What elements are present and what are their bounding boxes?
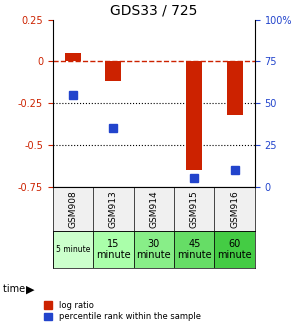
Text: GSM914: GSM914 bbox=[149, 190, 158, 228]
Title: GDS33 / 725: GDS33 / 725 bbox=[110, 3, 197, 17]
Bar bbox=[65, 53, 81, 61]
Text: 30
minute: 30 minute bbox=[137, 239, 171, 260]
Legend: log ratio, percentile rank within the sample: log ratio, percentile rank within the sa… bbox=[42, 299, 202, 323]
FancyBboxPatch shape bbox=[53, 231, 93, 268]
Text: GSM916: GSM916 bbox=[230, 190, 239, 228]
Text: ▶: ▶ bbox=[26, 284, 35, 294]
FancyBboxPatch shape bbox=[174, 231, 214, 268]
Text: 60
minute: 60 minute bbox=[217, 239, 252, 260]
Bar bbox=[186, 61, 202, 170]
Text: 45
minute: 45 minute bbox=[177, 239, 212, 260]
Bar bbox=[105, 61, 122, 81]
FancyBboxPatch shape bbox=[134, 231, 174, 268]
Text: GSM915: GSM915 bbox=[190, 190, 199, 228]
Text: 5 minute: 5 minute bbox=[56, 245, 90, 254]
FancyBboxPatch shape bbox=[93, 231, 134, 268]
Bar bbox=[226, 61, 243, 115]
Text: time: time bbox=[3, 284, 28, 294]
Text: GSM908: GSM908 bbox=[69, 190, 77, 228]
Text: 15
minute: 15 minute bbox=[96, 239, 131, 260]
Text: GSM913: GSM913 bbox=[109, 190, 118, 228]
FancyBboxPatch shape bbox=[214, 231, 255, 268]
